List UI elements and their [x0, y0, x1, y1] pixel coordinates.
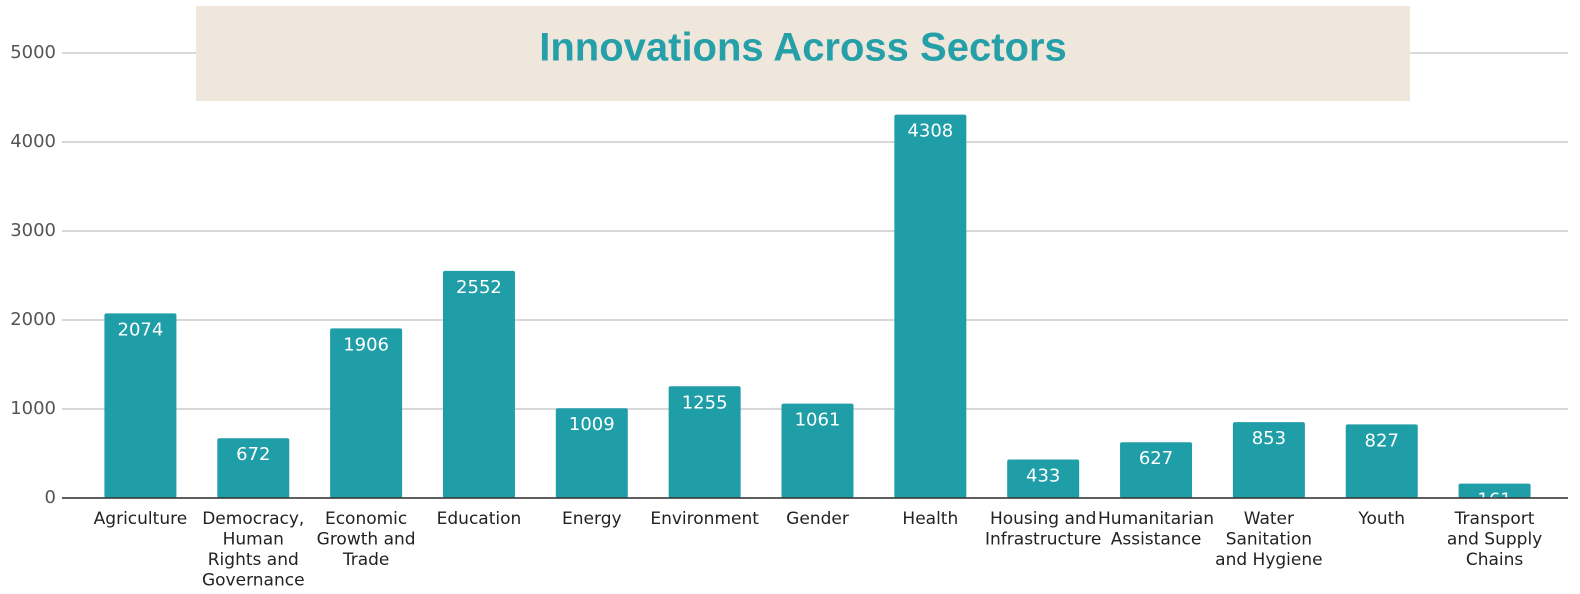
bar-group: 2552	[442, 270, 515, 498]
value-label: 433	[1026, 465, 1060, 486]
bar-group: 433	[1007, 459, 1080, 498]
bar-group: 2074	[104, 313, 177, 498]
x-tick-label: Transport and Supply Chains	[1447, 509, 1542, 570]
bar	[668, 386, 741, 498]
value-label: 853	[1252, 428, 1286, 449]
value-label: 4308	[907, 121, 953, 142]
x-tick-label: Water Sanitation and Hygiene	[1215, 509, 1322, 570]
x-tick-label: Housing and Infrastructure	[985, 509, 1101, 550]
bar	[104, 313, 177, 498]
bar-group: 827	[1345, 424, 1418, 498]
value-label: 1009	[569, 414, 615, 435]
bar-group: 853	[1232, 422, 1305, 498]
x-tick-label: Democracy, Human Rights and Governance	[202, 509, 305, 591]
bar	[442, 270, 515, 498]
x-tick-label: Humanitarian Assistance	[1098, 509, 1214, 550]
bar-group: 1906	[330, 328, 403, 498]
value-label: 2552	[456, 277, 502, 298]
x-tick-label: Agriculture	[94, 509, 188, 529]
bar	[781, 403, 854, 498]
y-tick-label: 5000	[10, 42, 56, 63]
bar	[555, 408, 628, 498]
value-label: 1906	[343, 334, 389, 355]
value-label: 1061	[795, 410, 841, 431]
bar	[1458, 483, 1531, 498]
value-label: 672	[236, 444, 270, 465]
x-tick-label: Gender	[786, 509, 849, 529]
value-label: 627	[1139, 448, 1173, 469]
bar-group: 627	[1120, 442, 1193, 498]
bar	[330, 328, 403, 498]
y-tick-label: 4000	[10, 131, 56, 152]
x-tick-label: Environment	[650, 509, 759, 529]
x-tick-label: Economic Growth and Trade	[317, 509, 416, 570]
bar	[1345, 424, 1418, 498]
y-tick-label: 3000	[10, 220, 56, 241]
value-label: 161	[1477, 490, 1511, 511]
bar-group: 1009	[555, 408, 628, 498]
y-tick-label: 0	[45, 487, 56, 508]
bar	[1120, 442, 1193, 498]
bar-group: 4308	[894, 114, 967, 498]
x-tick-label: Youth	[1357, 509, 1405, 529]
title-box	[196, 6, 1410, 101]
bar-group: 1061	[781, 403, 854, 498]
bar-group: 672	[217, 438, 290, 498]
value-label: 827	[1365, 430, 1399, 451]
bar	[1232, 422, 1305, 498]
y-tick-label: 2000	[10, 309, 56, 330]
x-tick-label: Energy	[562, 509, 622, 529]
bar	[217, 438, 290, 498]
x-tick-label: Education	[437, 509, 522, 529]
chart-title: Innovations Across Sectors	[539, 26, 1067, 70]
value-label: 2074	[118, 319, 164, 340]
bar	[894, 114, 967, 498]
x-tick-label: Health	[902, 509, 958, 529]
value-label: 1255	[682, 392, 728, 413]
bar	[1007, 459, 1080, 498]
bar-group: 1255	[668, 386, 741, 498]
y-tick-label: 1000	[10, 398, 56, 419]
bar-group: 161	[1458, 483, 1531, 511]
